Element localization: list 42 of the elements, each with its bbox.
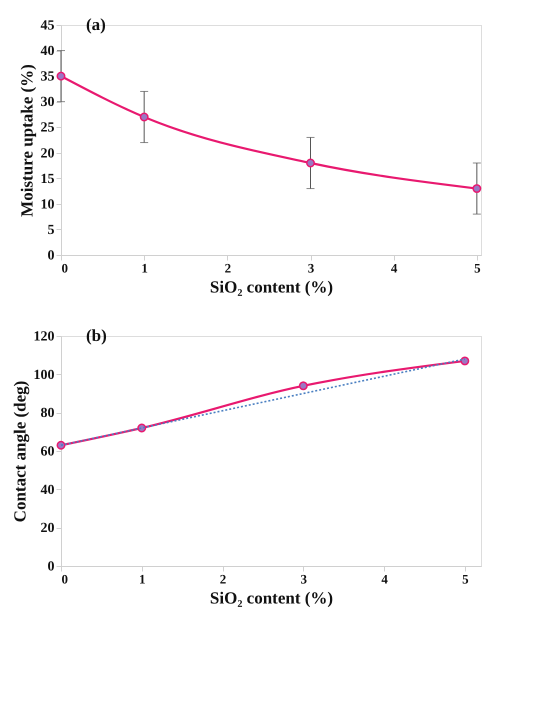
x-tick-label: 0 bbox=[62, 260, 68, 276]
y-axis-title: Contact angle (deg) bbox=[10, 380, 30, 522]
point bbox=[56, 72, 66, 81]
point bbox=[298, 381, 308, 390]
y-axis-title: Moisture uptake (%) bbox=[18, 64, 36, 217]
x-axis-title: SiO₂ content (%) bbox=[210, 278, 334, 296]
x-tick-label: 0 bbox=[62, 572, 68, 586]
y-tick-label: 120 bbox=[34, 330, 54, 344]
y-tick-label: 10 bbox=[40, 197, 54, 212]
y-tick-label: 20 bbox=[40, 146, 54, 162]
x-tick-label: 3 bbox=[300, 572, 308, 586]
x-tick-label: 3 bbox=[308, 260, 315, 276]
x-tick-label: 2 bbox=[220, 572, 226, 586]
point bbox=[306, 158, 315, 168]
chart-title: (a) bbox=[86, 15, 106, 34]
x-tick-label: 4 bbox=[390, 260, 398, 276]
x-tick-label: 1 bbox=[141, 260, 148, 276]
point bbox=[472, 184, 482, 194]
y-tick-label: 45 bbox=[40, 18, 54, 34]
x-tick-label: 2 bbox=[224, 260, 232, 276]
point bbox=[56, 440, 66, 450]
y-tick-label: 0 bbox=[48, 560, 54, 574]
point bbox=[140, 112, 149, 122]
y-tick-label: 30 bbox=[40, 95, 54, 110]
y-tick-label: 60 bbox=[40, 444, 54, 460]
y-tick-label: 100 bbox=[34, 368, 54, 383]
y-tick-label: 40 bbox=[40, 482, 54, 498]
y-tick-label: 15 bbox=[40, 172, 54, 187]
x-tick-label: 5 bbox=[462, 572, 470, 586]
y-tick-label: 5 bbox=[48, 222, 54, 238]
point bbox=[460, 356, 470, 366]
y-tick-label: 35 bbox=[40, 70, 54, 85]
x-tick-label: 4 bbox=[381, 572, 388, 586]
y-tick-label: 0 bbox=[48, 248, 54, 264]
x-axis-title: SiO₂ content (%) bbox=[210, 588, 334, 608]
y-tick-label: 20 bbox=[40, 521, 54, 536]
y-tick-label: 80 bbox=[40, 406, 54, 422]
x-tick-label: 1 bbox=[139, 572, 146, 586]
chart-title: (b) bbox=[86, 326, 107, 345]
y-tick-label: 40 bbox=[40, 44, 54, 60]
x-tick-label: 5 bbox=[474, 260, 482, 276]
y-tick-label: 25 bbox=[40, 120, 54, 136]
